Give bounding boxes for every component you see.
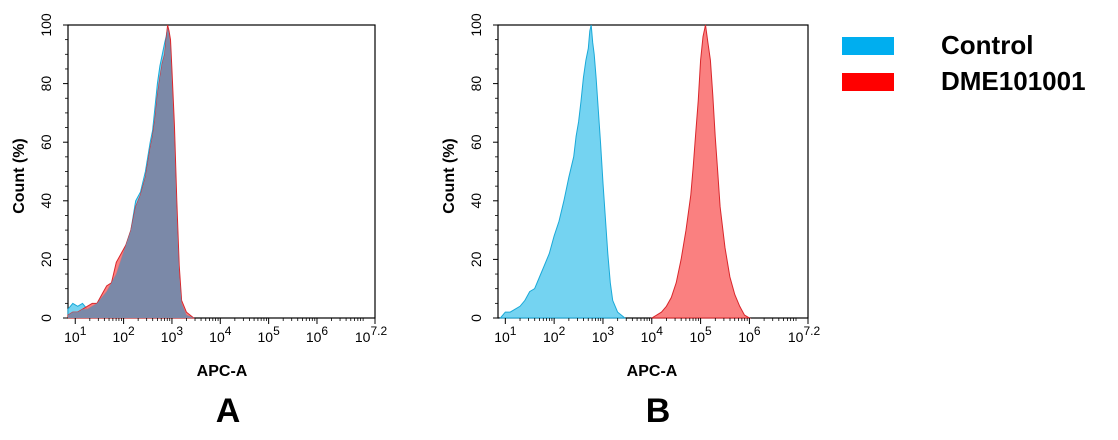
histogram-dme101001-b — [649, 24, 752, 319]
legend: Control DME101001 — [842, 30, 1086, 96]
y-tick-label-b-0: 0 — [468, 314, 484, 322]
y-axis-title-b: Count (%) — [441, 138, 458, 214]
x-tick-label-a-5: 105 — [258, 324, 281, 345]
y-tick-label-a-40: 40 — [38, 193, 54, 209]
panel-b: Count (%) APC-A B 0 20 40 60 80 100 101 102 103 1… — [441, 13, 820, 430]
y-tick-label-b-20: 20 — [468, 251, 484, 267]
x-tick-label-b-2: 102 — [543, 324, 566, 345]
x-tick-label-b-7.2: 107.2 — [788, 324, 821, 345]
legend-swatch-control — [842, 37, 894, 55]
x-tick-label-b-4: 104 — [641, 324, 664, 345]
x-tick-label-b-5: 105 — [689, 324, 712, 345]
x-tick-label-a-4: 104 — [209, 324, 232, 345]
y-tick-label-a-20: 20 — [38, 251, 54, 267]
y-tick-label-b-60: 60 — [468, 134, 484, 150]
panel-label-b: B — [646, 392, 671, 430]
legend-label-control: Control — [941, 30, 1033, 60]
x-tick-label-a-1: 101 — [64, 324, 87, 345]
x-tick-label-a-2: 102 — [112, 324, 135, 345]
y-tick-label-b-100: 100 — [468, 13, 484, 37]
x-tick-label-b-1: 101 — [494, 324, 517, 345]
legend-label-dme101001: DME101001 — [941, 66, 1086, 96]
x-tick-label-a-6: 106 — [306, 324, 329, 345]
y-axis-title-a: Count (%) — [11, 138, 28, 214]
y-tick-label-b-80: 80 — [468, 76, 484, 92]
histogram-control-b — [499, 24, 627, 319]
panel-a: Count (%) APC-A A 0 20 40 60 80 100 101 102 103 1… — [11, 13, 387, 430]
y-tick-label-a-0: 0 — [38, 314, 54, 322]
y-tick-label-a-80: 80 — [38, 76, 54, 92]
x-tick-label-a-7.2: 107.2 — [355, 324, 388, 345]
x-axis-title-a: APC-A — [197, 363, 248, 380]
panel-label-a: A — [216, 392, 241, 430]
x-tick-label-b-3: 103 — [592, 324, 615, 345]
x-tick-label-a-3: 103 — [161, 324, 184, 345]
y-tick-label-a-60: 60 — [38, 134, 54, 150]
y-tick-label-a-100: 100 — [38, 13, 54, 37]
histogram-overlap-a — [68, 27, 194, 319]
x-axis-title-b: APC-A — [627, 363, 678, 380]
legend-swatch-dme101001 — [842, 73, 894, 91]
x-tick-label-b-6: 106 — [738, 324, 761, 345]
y-tick-label-b-40: 40 — [468, 193, 484, 209]
